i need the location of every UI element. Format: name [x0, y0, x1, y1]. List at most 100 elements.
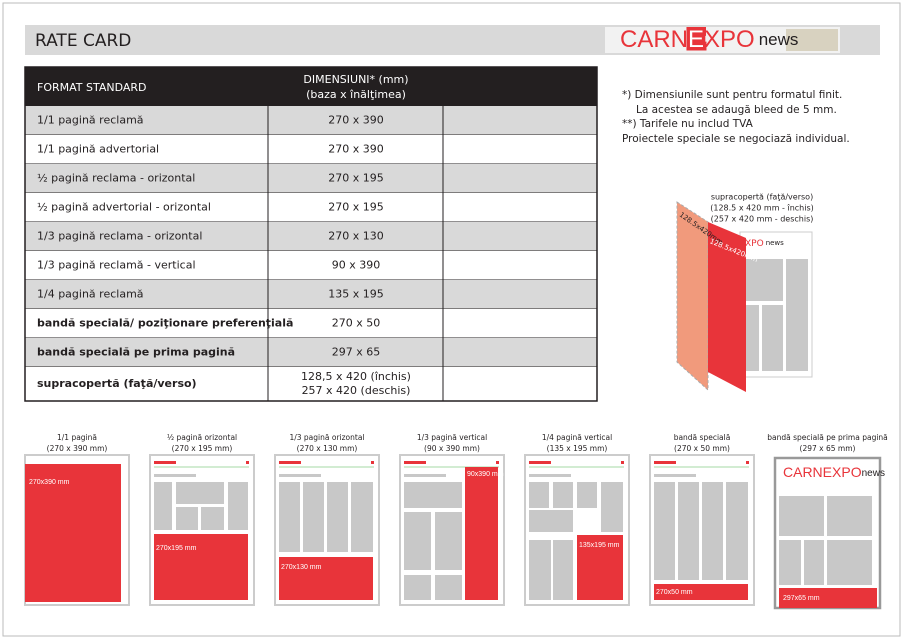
dims-cell: 270 x 390: [328, 143, 384, 156]
mini-logo-mark: [371, 461, 374, 464]
block: [228, 482, 248, 530]
mini-headline: [529, 474, 571, 477]
header-cell: FORMAT STANDARD: [37, 81, 147, 94]
block: [351, 482, 373, 552]
block: [827, 540, 872, 585]
table-row: [25, 106, 597, 135]
block: [154, 482, 172, 530]
thumb-title: ½ pagină orizontal: [167, 433, 237, 442]
ad-label: 297x65 mm: [783, 595, 820, 602]
block: [726, 482, 748, 580]
ad-area: [25, 464, 121, 602]
mini-logo: [529, 461, 551, 464]
thumb-dims: (270 x 390 mm): [47, 444, 108, 453]
block: [176, 507, 198, 530]
ad-area: [577, 535, 623, 600]
block: [827, 496, 872, 536]
note: Proiectele speciale se negociază individ…: [622, 133, 850, 145]
logo-part: XPO: [745, 239, 764, 249]
table-row: [25, 338, 597, 367]
thumbnail: bandă specială pe prima pagină (297 x 65 …: [767, 433, 888, 610]
mini-logo: [654, 461, 676, 464]
logo-part: XPO: [832, 464, 862, 480]
format-cell: 1/3 pagină reclama - orizontal: [37, 230, 202, 243]
ad-label: 270x50 mm: [656, 589, 693, 596]
format-cell: 1/1 pagină reclamă: [37, 114, 144, 127]
dims-cell: 297 x 65: [332, 346, 381, 359]
format-cell: 1/1 pagină advertorial: [37, 143, 159, 156]
block: [601, 482, 623, 532]
ad-label: 90x390 mm: [467, 471, 504, 478]
logo: CARNEXPO news: [620, 26, 798, 53]
thumbnail: 1/4 pagină vertical (135 x 195 mm) 135x195…: [524, 433, 630, 606]
thumb-dims: (135 x 195 mm): [547, 444, 608, 453]
cover-label: (128.5 x 420 mm - închis): [710, 204, 814, 213]
ad-label: 270x130 mm: [281, 564, 322, 571]
block: [303, 482, 324, 552]
block: [201, 507, 224, 530]
cover-strip: [708, 222, 746, 392]
block: [279, 482, 300, 552]
block: [404, 575, 431, 600]
note: La acestea se adaugă bleed de 5 mm.: [636, 104, 837, 116]
mini-logo: [154, 461, 176, 464]
mini-logo-mark: [621, 461, 624, 464]
note: *) Dimensiunile sunt pentru formatul fin…: [622, 89, 842, 101]
ad-area: [154, 534, 248, 600]
thumbnails: 1/1 pagină (270 x 390 mm) 270x390 mm ½ pagi…: [24, 433, 888, 610]
thumb-title: 1/1 pagină: [57, 433, 97, 442]
mini-headline: [154, 474, 196, 477]
format-cell: ½ pagină advertorial - orizontal: [37, 201, 211, 214]
thumbnail: bandă specială (270 x 50 mm) 270x50 mm: [649, 433, 755, 606]
cover-illustration: supracopertă (faţă/verso) (128.5 x 420 m…: [676, 193, 814, 392]
mini-logo: [279, 461, 301, 464]
table-row: [25, 367, 597, 401]
logo-part: news: [759, 30, 799, 49]
table-row: [25, 280, 597, 309]
dims-cell: 270 x 390: [328, 114, 384, 127]
ad-label: 270x390 mm: [29, 479, 70, 486]
format-cell: 1/4 pagină reclamă: [37, 288, 144, 301]
logo-part: E: [688, 26, 704, 53]
logo-news-box: [786, 29, 838, 51]
table-row: [25, 222, 597, 251]
mini-headline: [654, 474, 696, 477]
thumb-title: 1/4 pagină vertical: [542, 433, 612, 442]
format-cell: ½ pagină reclama - orizontal: [37, 172, 195, 185]
block: [702, 482, 723, 580]
logo-part: XPO: [704, 26, 755, 53]
block: [553, 482, 573, 508]
block: [779, 496, 824, 536]
block: [786, 259, 808, 371]
table-row: [25, 193, 597, 222]
cover-logo: XPO news: [745, 239, 784, 249]
table-header: [25, 67, 597, 106]
block: [577, 482, 597, 508]
block: [404, 482, 462, 508]
dims-cell: 128,5 x 420 (închis): [301, 370, 411, 383]
block: [745, 305, 759, 371]
format-cell: supracopertă (faţă/verso): [37, 377, 197, 390]
ad-label: 135x195 mm: [579, 542, 620, 549]
thumbnail: 1/3 pagină vertical (90 x 390 mm) 90x390 m…: [399, 433, 505, 606]
mini-logo-mark: [746, 461, 749, 464]
notes: *) Dimensiunile sunt pentru formatul fin…: [622, 89, 850, 145]
thumb-title: 1/3 pagină vertical: [417, 433, 487, 442]
block: [327, 482, 348, 552]
table-row: [25, 251, 597, 280]
cover-label: (257 x 420 mm - deschis): [711, 215, 814, 224]
block: [745, 259, 783, 301]
block: [553, 540, 573, 600]
cover-flap: [676, 201, 709, 392]
dims-cell: 90 x 390: [332, 259, 381, 272]
table-row: [25, 309, 597, 338]
logo-part: E: [823, 464, 832, 480]
note: **) Tarifele nu includ TVA: [622, 118, 754, 130]
ad-label: 270x195 mm: [156, 545, 197, 552]
thumb-title: bandă specială pe prima pagină: [767, 433, 888, 442]
mini-headline: [404, 474, 446, 477]
dims-cell: 270 x 130: [328, 230, 384, 243]
thumbnail: 1/3 pagină orizontal (270 x 130 mm) 270x13…: [274, 433, 380, 606]
